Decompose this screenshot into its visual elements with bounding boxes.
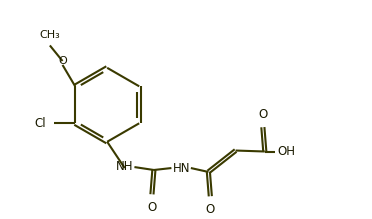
Text: O: O [206, 203, 215, 216]
Text: O: O [147, 201, 157, 214]
Text: HN: HN [172, 162, 190, 175]
Text: O: O [58, 56, 67, 66]
Text: CH₃: CH₃ [39, 30, 60, 40]
Text: Cl: Cl [34, 117, 46, 130]
Text: OH: OH [278, 145, 295, 158]
Text: NH: NH [116, 160, 134, 173]
Text: O: O [258, 108, 267, 121]
